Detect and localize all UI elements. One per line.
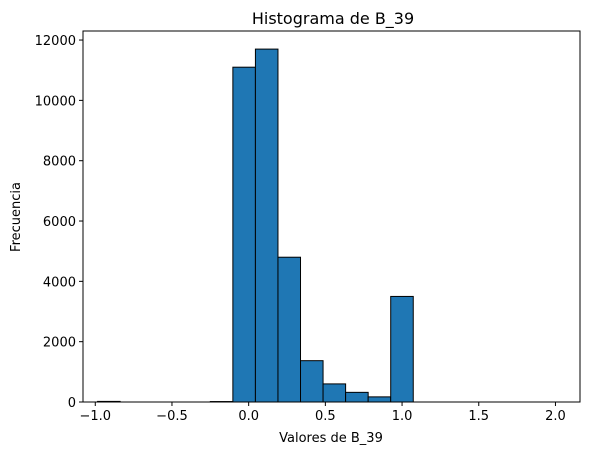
histogram-bar [232,66,256,403]
x-tick-label: −0.5 [156,409,188,424]
histogram-bar [322,383,347,403]
y-tick-label: 10000 [35,94,76,109]
y-tick-label: 2000 [43,336,76,351]
histogram-bar [367,396,392,403]
histogram-bar [277,256,302,403]
x-tick-label: 1.0 [392,409,413,424]
y-tick-label: 6000 [43,215,76,230]
x-tick-label: 2.0 [545,409,566,424]
histogram-bar [300,360,324,403]
histogram-bar [390,295,414,403]
histogram-bar [254,48,279,403]
y-tick-label: 12000 [35,34,76,49]
y-tick-label: 8000 [43,155,76,170]
plot-frame [82,30,581,403]
y-axis-label: Frecuencia [9,182,24,252]
x-axis-ticks: −1.0 −0.5 0.0 0.5 1.0 1.5 2.0 [79,402,566,424]
bars-group [97,48,414,403]
x-axis-label: Valores de B_39 [279,431,383,446]
chart-title: Histograma de B_39 [252,9,414,29]
y-axis-ticks: 0 2000 4000 6000 8000 10000 12000 [35,34,83,411]
y-tick-label: 4000 [43,275,76,290]
histogram-bar [345,391,369,403]
x-tick-label: 1.5 [468,409,489,424]
y-tick-label: 0 [68,396,76,411]
x-tick-label: 0.5 [315,409,336,424]
x-tick-label: 0.0 [238,409,259,424]
x-tick-label: −1.0 [79,409,111,424]
